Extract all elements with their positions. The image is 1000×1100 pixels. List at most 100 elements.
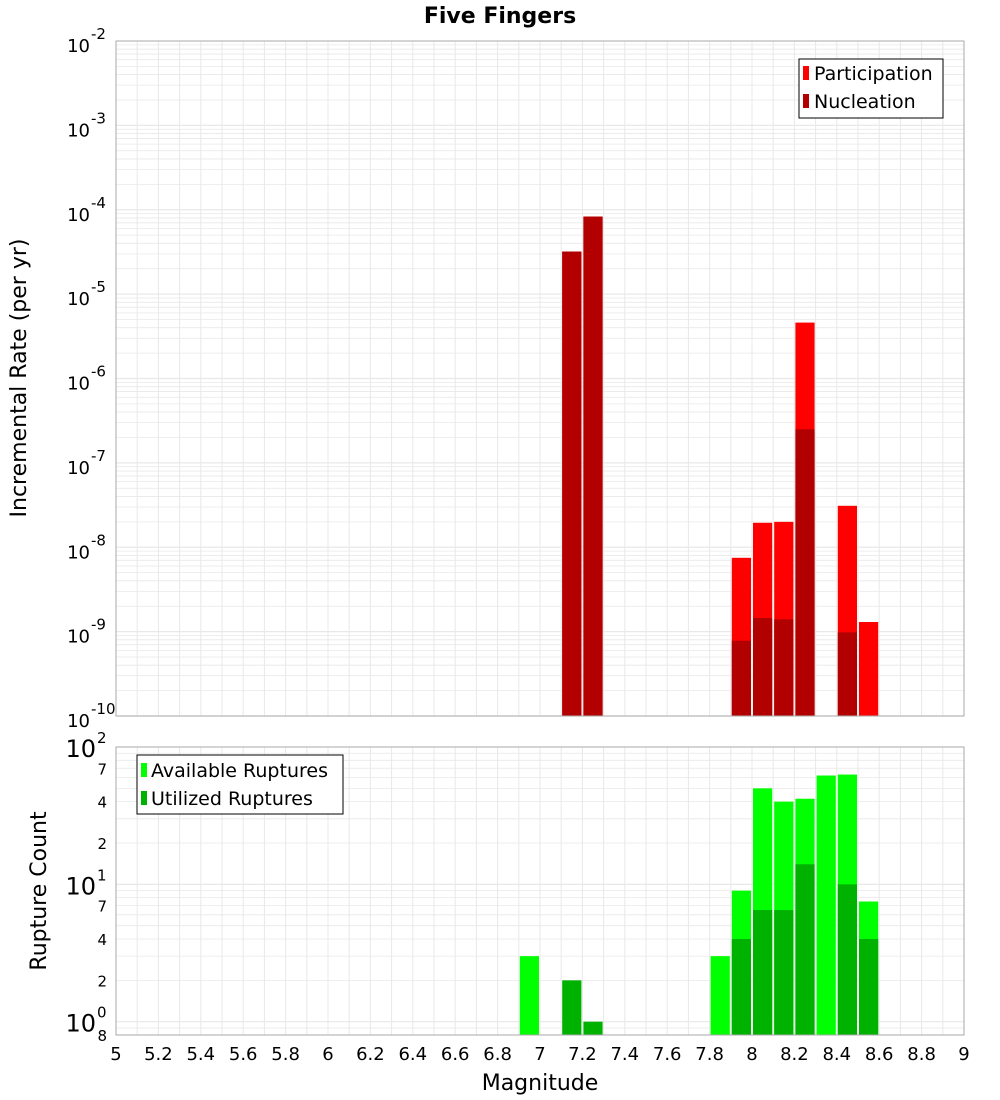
- participation-bar: [859, 622, 879, 716]
- top-y-tick-label: 10-7: [67, 447, 106, 479]
- bottom-legend-box: [136, 754, 344, 815]
- nucleation-bar: [795, 429, 815, 716]
- nucleation-bar: [731, 640, 751, 716]
- tick-exponent: 0: [97, 1004, 107, 1022]
- tick-exponent: -9: [91, 616, 106, 634]
- tick-base: 10: [67, 289, 90, 310]
- top-y-tick-label: 10-8: [67, 531, 106, 563]
- x-tick-label: 8: [746, 1044, 757, 1065]
- tick-base: 10: [65, 735, 96, 763]
- x-tick-label: 6: [322, 1044, 333, 1065]
- bottom-y-minor-tick-label: 7: [97, 760, 107, 778]
- top-legend-box: [798, 58, 944, 119]
- bottom-y-major-tick-label: 10 1: [65, 866, 106, 900]
- x-tick-label: 6.8: [483, 1044, 512, 1065]
- nucleation-bar: [562, 251, 582, 716]
- bottom-y-major-tick-label: 10 0: [65, 1004, 106, 1038]
- bottom-y-minor-tick-label: 4: [97, 794, 107, 812]
- bottom-y-axis-title: Rupture Count: [27, 811, 52, 971]
- plot-border: [115, 40, 965, 717]
- x-tick-label: 9: [958, 1044, 969, 1065]
- utilized-ruptures-bar: [731, 939, 751, 1035]
- x-axis-title: Magnitude: [482, 1071, 599, 1096]
- top-y-tick-label: 10-9: [67, 616, 106, 648]
- tick-base: 10: [67, 205, 90, 226]
- nucleation-bar: [837, 632, 857, 716]
- tick-base: 10: [67, 627, 90, 648]
- utilized-ruptures-bar: [583, 1021, 603, 1035]
- x-tick-label: 5: [110, 1044, 121, 1065]
- bottom-y-minor-tick-label: 8: [97, 1027, 107, 1045]
- tick-base: 10: [67, 36, 90, 57]
- tick-base: 10: [65, 1010, 96, 1038]
- utilized-ruptures-bar: [774, 910, 794, 1035]
- chart-title: Five Fingers: [424, 4, 576, 29]
- tick-exponent: 1: [97, 866, 107, 884]
- x-tick-label: 5.4: [186, 1044, 215, 1065]
- x-tick-label: 7.6: [653, 1044, 682, 1065]
- bottom-y-minor-tick-label: 4: [97, 931, 107, 949]
- top-y-axis-title: Incremental Rate (per yr): [7, 239, 32, 518]
- bottom-y-minor-tick-label: 2: [97, 835, 107, 853]
- top-y-tick-label: 10-2: [67, 25, 106, 57]
- tick-base: 10: [67, 542, 90, 563]
- x-tick-label: 7.8: [695, 1044, 724, 1065]
- available-ruptures-bar: [816, 775, 836, 1035]
- available-ruptures-bar: [710, 956, 730, 1035]
- legend-swatch-nucleation: [803, 94, 809, 108]
- x-tick-label: 8.4: [822, 1044, 851, 1065]
- top-legend: Participation Nucleation: [798, 58, 944, 119]
- legend-label-participation: Participation: [814, 63, 933, 85]
- top-y-tick-label: 10-5: [67, 278, 106, 310]
- legend-swatch-available: [141, 763, 147, 777]
- utilized-ruptures-bar: [753, 910, 773, 1035]
- tick-exponent: -5: [91, 278, 106, 296]
- legend-label-nucleation: Nucleation: [814, 91, 916, 113]
- x-tick-label: 8.2: [780, 1044, 809, 1065]
- x-tick-label: 5.2: [144, 1044, 173, 1065]
- x-tick-label: 7.2: [568, 1044, 597, 1065]
- bottom-y-major-tick-label: 10 2: [65, 729, 106, 763]
- tick-exponent: -10: [91, 700, 116, 718]
- tick-base: 10: [67, 458, 90, 479]
- top-y-tick-label: 10-6: [67, 363, 106, 395]
- legend-label-utilized: Utilized Ruptures: [151, 788, 313, 810]
- tick-exponent: -2: [91, 25, 106, 43]
- x-tick-label: 7.4: [610, 1044, 639, 1065]
- tick-base: 10: [67, 711, 90, 732]
- tick-exponent: -8: [91, 531, 106, 549]
- utilized-ruptures-bar: [837, 884, 857, 1035]
- plot-border: [115, 746, 965, 1036]
- nucleation-bar: [774, 619, 794, 716]
- nucleation-bar: [753, 618, 773, 716]
- tick-exponent: -7: [91, 447, 106, 465]
- utilized-ruptures-bar: [795, 864, 815, 1035]
- tick-exponent: 2: [97, 729, 107, 747]
- tick-base: 10: [65, 872, 96, 900]
- x-tick-label: 6.2: [356, 1044, 385, 1065]
- top-panel: 10-1010-910-810-710-610-510-410-310-2Par…: [67, 25, 965, 732]
- bottom-y-minor-tick-label: 7: [97, 898, 107, 916]
- x-tick-label: 8.6: [865, 1044, 894, 1065]
- x-tick-label: 7: [534, 1044, 545, 1065]
- bottom-legend: Available Ruptures Utilized Ruptures: [136, 754, 344, 815]
- top-y-tick-label: 10-10: [67, 700, 115, 732]
- tick-exponent: -4: [91, 194, 106, 212]
- tick-base: 10: [67, 374, 90, 395]
- nucleation-bar: [583, 216, 603, 716]
- x-tick-label: 6.6: [441, 1044, 470, 1065]
- legend-swatch-utilized: [141, 791, 147, 805]
- utilized-ruptures-bar: [859, 939, 879, 1035]
- x-tick-label: 5.8: [271, 1044, 300, 1065]
- tick-exponent: -3: [91, 109, 106, 127]
- top-y-tick-label: 10-4: [67, 194, 106, 226]
- bottom-y-minor-tick-label: 2: [97, 972, 107, 990]
- x-tick-label: 8.8: [907, 1044, 936, 1065]
- utilized-ruptures-bar: [562, 980, 582, 1035]
- x-tick-label: 5.6: [229, 1044, 258, 1065]
- top-y-tick-label: 10-3: [67, 109, 106, 141]
- available-ruptures-bar: [519, 956, 539, 1035]
- tick-base: 10: [67, 120, 90, 141]
